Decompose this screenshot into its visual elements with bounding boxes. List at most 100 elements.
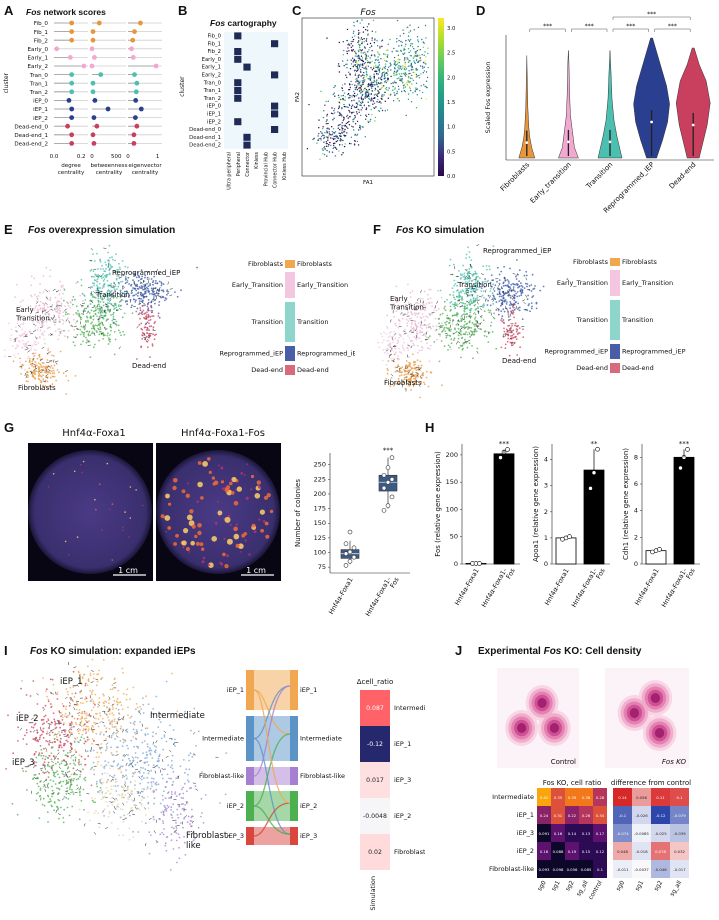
cell-point bbox=[483, 304, 486, 307]
cell-point bbox=[82, 340, 84, 343]
velocity-arrow bbox=[490, 312, 493, 316]
cell-point bbox=[109, 323, 112, 326]
cell-point bbox=[371, 30, 373, 32]
cell-point bbox=[440, 322, 443, 325]
cell-point bbox=[464, 313, 467, 316]
cell-point bbox=[379, 45, 381, 48]
cell-point bbox=[42, 771, 44, 774]
velocity-arrow bbox=[431, 312, 435, 314]
cell-point bbox=[52, 369, 55, 372]
cell-point bbox=[76, 703, 79, 706]
cell-point bbox=[100, 321, 103, 324]
cell-point bbox=[327, 137, 329, 139]
point-Early_1 bbox=[67, 55, 73, 60]
cell-point bbox=[352, 121, 354, 123]
cell-point bbox=[376, 79, 378, 81]
cell-point bbox=[399, 67, 401, 70]
cell-point bbox=[453, 296, 455, 299]
cell-point bbox=[34, 352, 37, 354]
cell-point bbox=[397, 326, 400, 329]
velocity-arrow bbox=[145, 287, 147, 292]
cell-point bbox=[426, 294, 429, 296]
cell-point bbox=[500, 346, 503, 349]
cell-point bbox=[145, 322, 147, 325]
cell-point bbox=[413, 320, 415, 322]
cell-point bbox=[354, 87, 356, 89]
cell-point bbox=[116, 697, 119, 700]
cell-point bbox=[59, 741, 62, 744]
cell-point bbox=[353, 144, 356, 146]
cell-point bbox=[460, 356, 462, 359]
cell-point bbox=[138, 286, 141, 288]
cell-point bbox=[157, 312, 160, 315]
cell-point bbox=[42, 763, 45, 766]
cell-point bbox=[399, 78, 402, 80]
cell-point bbox=[140, 298, 143, 300]
velocity-arrow bbox=[65, 696, 68, 700]
colony bbox=[191, 524, 196, 529]
cell-point bbox=[464, 320, 466, 323]
cell-point bbox=[382, 96, 384, 98]
data-point bbox=[685, 447, 690, 452]
cell-point bbox=[408, 70, 410, 72]
cell-point bbox=[90, 268, 93, 271]
cell-point bbox=[109, 688, 112, 691]
cell-point bbox=[356, 20, 358, 23]
cell-point bbox=[330, 144, 332, 147]
cell-point bbox=[3, 349, 6, 351]
velocity-arrow bbox=[407, 344, 411, 347]
cell-point bbox=[343, 118, 345, 121]
cell-point bbox=[153, 296, 155, 298]
cell-point bbox=[389, 382, 391, 385]
cell-point bbox=[358, 100, 360, 102]
colony bbox=[73, 470, 76, 473]
cell-point bbox=[342, 116, 345, 119]
cell-point bbox=[122, 738, 124, 741]
cell-point bbox=[351, 83, 353, 86]
cell-point bbox=[437, 318, 440, 320]
embedding-label: Reprogrammed_iEP bbox=[112, 269, 180, 277]
cell-point bbox=[381, 335, 384, 338]
cell-point bbox=[79, 294, 82, 297]
cell-point bbox=[119, 268, 121, 271]
cell-point bbox=[332, 93, 334, 96]
cell-point bbox=[79, 770, 82, 773]
cell-point bbox=[427, 385, 430, 388]
cell-point bbox=[473, 333, 476, 336]
cell-point bbox=[34, 363, 37, 366]
cell-point bbox=[97, 705, 99, 708]
cell-point bbox=[371, 39, 373, 41]
cell-point bbox=[29, 730, 32, 733]
velocity-arrow bbox=[512, 303, 515, 307]
cluster-label-Fib_0: Fib_0 bbox=[34, 21, 49, 27]
colony bbox=[183, 528, 189, 534]
cell-point bbox=[49, 351, 51, 353]
cell-point bbox=[105, 738, 107, 740]
velocity-arrow bbox=[438, 326, 442, 329]
cell-point bbox=[62, 821, 65, 824]
cell-point bbox=[414, 383, 417, 386]
colony bbox=[124, 511, 126, 513]
cell-point bbox=[353, 90, 355, 93]
cell-point bbox=[501, 315, 504, 317]
cell-point bbox=[467, 315, 470, 318]
point-Tran_2 bbox=[90, 89, 96, 95]
cluster-label-Fib_2: Fib_2 bbox=[34, 38, 48, 44]
cell-point bbox=[18, 334, 21, 337]
colony bbox=[197, 481, 203, 488]
colorbar-tick: 3.0 bbox=[447, 26, 456, 32]
cell-point bbox=[350, 136, 352, 138]
cell-point bbox=[441, 312, 444, 315]
colony bbox=[258, 518, 261, 521]
cell-point bbox=[149, 318, 152, 321]
cell-point bbox=[510, 342, 513, 345]
velocity-arrow bbox=[509, 337, 512, 340]
cell-point bbox=[42, 677, 44, 679]
cell-point bbox=[462, 290, 465, 293]
cell-point bbox=[37, 377, 40, 380]
cell-point bbox=[110, 303, 113, 306]
cell-point bbox=[415, 379, 418, 382]
bar bbox=[583, 469, 605, 565]
cell-point bbox=[347, 121, 349, 124]
cell-point bbox=[51, 731, 54, 734]
